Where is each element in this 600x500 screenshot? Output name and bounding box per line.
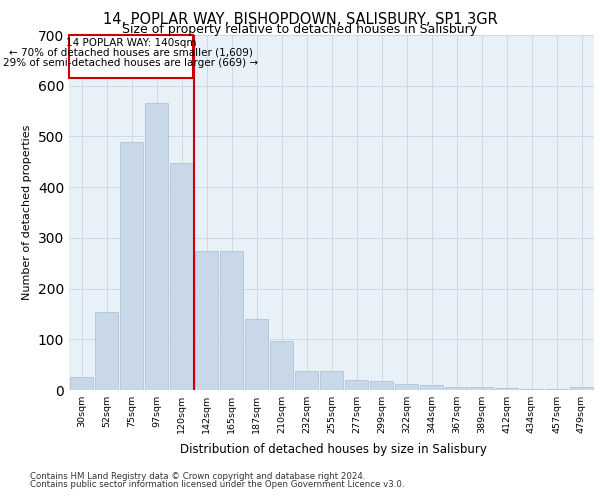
Bar <box>370 381 393 390</box>
Bar <box>145 104 168 390</box>
Bar <box>220 250 243 390</box>
Bar <box>470 388 493 390</box>
Text: 29% of semi-detached houses are larger (669) →: 29% of semi-detached houses are larger (… <box>4 58 259 68</box>
Text: Distribution of detached houses by size in Salisbury: Distribution of detached houses by size … <box>179 442 487 456</box>
Bar <box>170 164 193 390</box>
Text: ← 70% of detached houses are smaller (1,609): ← 70% of detached houses are smaller (1,… <box>9 48 253 58</box>
Text: Contains public sector information licensed under the Open Government Licence v3: Contains public sector information licen… <box>30 480 404 489</box>
Text: 14, POPLAR WAY, BISHOPDOWN, SALISBURY, SP1 3GR: 14, POPLAR WAY, BISHOPDOWN, SALISBURY, S… <box>103 12 497 28</box>
Bar <box>95 312 118 390</box>
Bar <box>395 384 418 390</box>
Bar <box>495 388 518 390</box>
Bar <box>320 371 343 390</box>
Bar <box>70 378 93 390</box>
FancyBboxPatch shape <box>69 35 193 78</box>
Bar <box>345 380 368 390</box>
Bar <box>295 370 318 390</box>
Text: 14 POPLAR WAY: 140sqm: 14 POPLAR WAY: 140sqm <box>65 38 196 48</box>
Bar <box>120 142 143 390</box>
Text: Size of property relative to detached houses in Salisbury: Size of property relative to detached ho… <box>122 22 478 36</box>
Bar <box>570 387 593 390</box>
Bar <box>195 250 218 390</box>
Bar <box>420 386 443 390</box>
Y-axis label: Number of detached properties: Number of detached properties <box>22 125 32 300</box>
Bar <box>520 389 543 390</box>
Bar <box>270 341 293 390</box>
Text: Contains HM Land Registry data © Crown copyright and database right 2024.: Contains HM Land Registry data © Crown c… <box>30 472 365 481</box>
Bar <box>445 387 468 390</box>
Bar <box>245 319 268 390</box>
